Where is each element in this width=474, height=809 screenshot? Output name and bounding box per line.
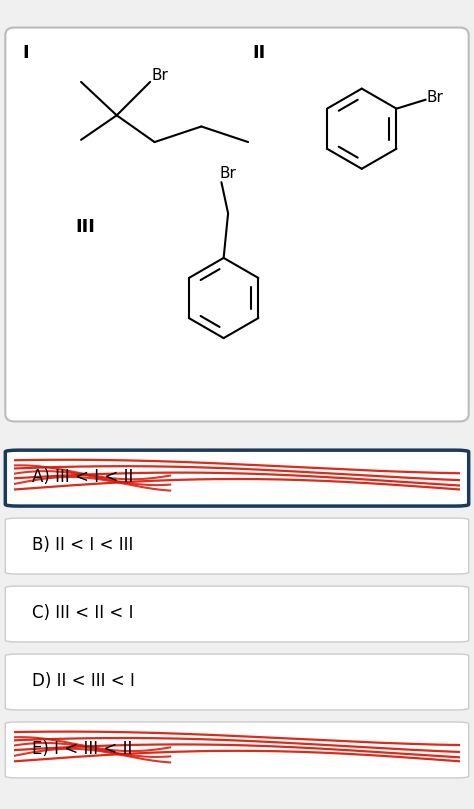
FancyBboxPatch shape [5,586,469,642]
FancyBboxPatch shape [5,722,469,778]
Text: B) II < I < III: B) II < I < III [32,536,133,554]
Text: Br: Br [219,166,236,180]
Text: III: III [75,218,95,235]
Text: Br: Br [151,68,168,83]
Text: II: II [253,44,266,62]
FancyBboxPatch shape [5,518,469,574]
FancyBboxPatch shape [5,28,469,421]
Text: I: I [22,44,28,62]
FancyBboxPatch shape [5,450,469,506]
Text: E) I < III < II: E) I < III < II [32,739,132,758]
Text: Br: Br [427,90,444,105]
Text: A) III < I < II: A) III < I < II [32,468,133,486]
FancyBboxPatch shape [5,654,469,710]
Text: D) II < III < I: D) II < III < I [32,671,135,690]
Text: C) III < II < I: C) III < II < I [32,604,134,622]
